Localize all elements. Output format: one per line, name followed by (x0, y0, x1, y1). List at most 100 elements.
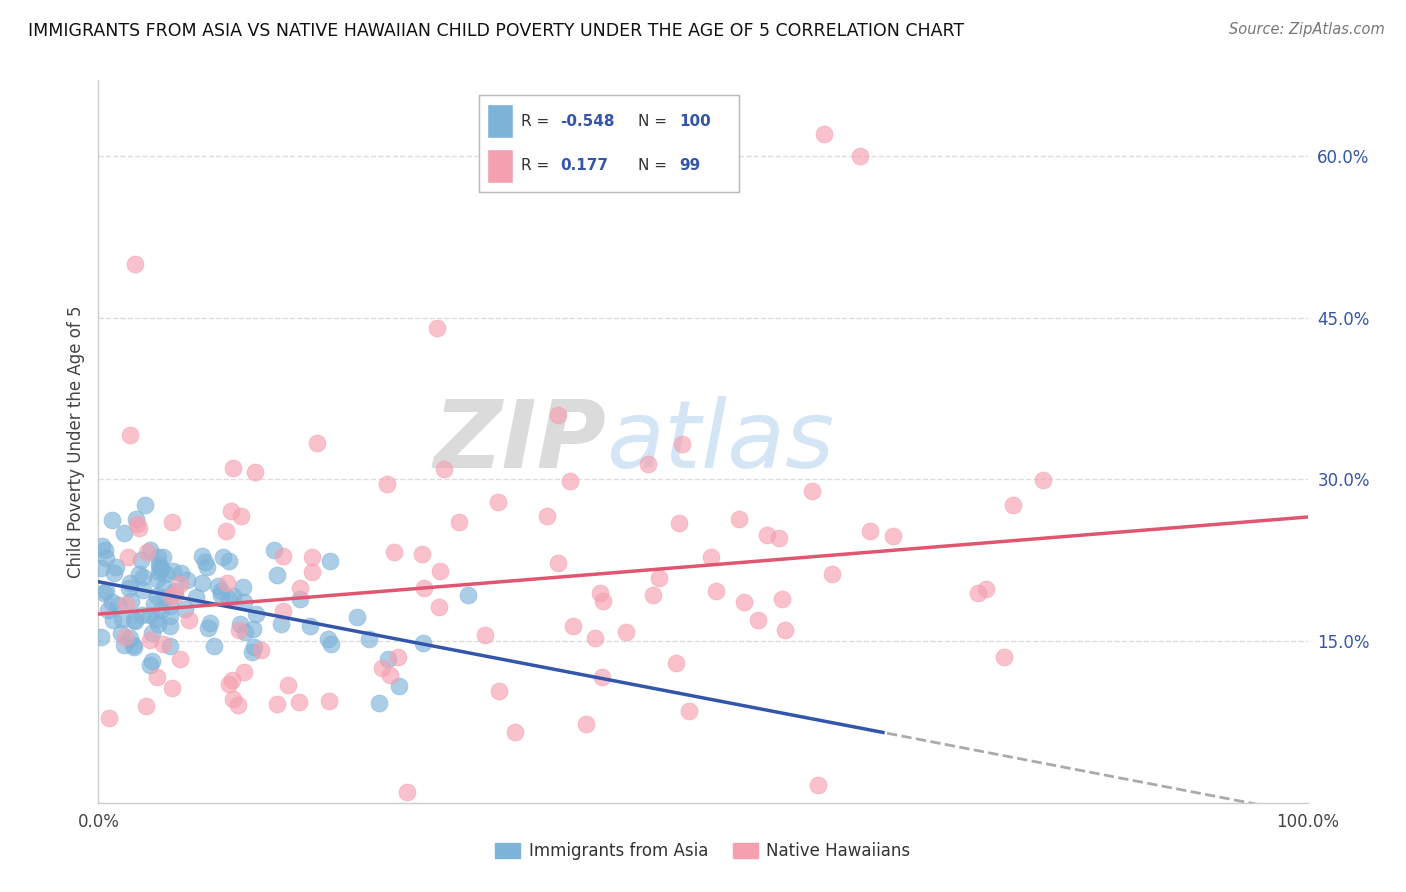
Point (118, 575, 141, 590)
Point (120, 594, 142, 608)
Point (266, 697, 288, 711)
Point (141, 625, 163, 640)
Point (112, 638, 135, 652)
Point (966, 586, 988, 600)
Point (319, 637, 342, 651)
Point (135, 698, 157, 713)
Point (704, 583, 727, 598)
Point (288, 582, 311, 596)
Point (288, 592, 311, 607)
Point (165, 589, 187, 603)
Point (90, 561, 112, 575)
Point (647, 571, 669, 585)
Point (177, 613, 200, 627)
Point (807, 778, 830, 792)
Point (104, 560, 127, 574)
Point (488, 684, 510, 698)
Point (575, 717, 598, 731)
Point (288, 695, 311, 709)
Point (589, 586, 612, 600)
Point (221, 589, 243, 603)
Text: ZIP: ZIP (433, 395, 606, 488)
Point (118, 631, 141, 645)
Point (194, 556, 217, 570)
Point (218, 677, 240, 691)
Point (671, 437, 693, 451)
Point (152, 637, 174, 651)
Point (733, 595, 755, 609)
Point (380, 668, 402, 682)
Point (94, 583, 117, 598)
Point (250, 642, 273, 657)
Point (159, 599, 181, 614)
Point (547, 556, 569, 570)
Point (107, 598, 129, 612)
Point (547, 408, 569, 422)
Point (159, 639, 181, 653)
Point (143, 597, 166, 611)
Point (277, 678, 299, 692)
Text: IMMIGRANTS FROM ASIA VS NATIVE HAWAIIAN CHILD POVERTY UNDER THE AGE OF 5 CORRELA: IMMIGRANTS FROM ASIA VS NATIVE HAWAIIAN … (28, 22, 965, 40)
Point (233, 595, 256, 609)
Point (270, 617, 292, 632)
Point (222, 691, 245, 706)
Point (94, 550, 117, 565)
Point (176, 574, 198, 588)
Point (145, 670, 167, 684)
Point (139, 607, 162, 622)
Point (162, 564, 184, 578)
Point (122, 638, 145, 652)
Point (474, 628, 496, 642)
Point (215, 524, 238, 538)
Point (160, 589, 183, 603)
Point (124, 257, 146, 271)
Point (368, 696, 391, 710)
Point (148, 558, 170, 572)
Point (229, 616, 252, 631)
Point (159, 608, 181, 623)
Point (174, 602, 197, 616)
Point (152, 580, 174, 594)
Point (388, 680, 411, 694)
Point (136, 544, 159, 558)
Point (974, 582, 997, 596)
Point (149, 561, 172, 575)
Point (614, 625, 637, 640)
Point (770, 591, 793, 606)
Point (562, 619, 585, 633)
Text: atlas: atlas (606, 396, 835, 487)
Point (90, 630, 112, 644)
Point (149, 560, 172, 574)
Point (129, 553, 152, 567)
Point (371, 660, 394, 674)
Point (747, 613, 769, 627)
Point (377, 652, 399, 666)
Point (298, 618, 321, 632)
Point (209, 583, 232, 598)
Point (346, 609, 368, 624)
Point (263, 542, 285, 557)
Point (120, 428, 142, 442)
Point (117, 549, 139, 564)
Point (486, 494, 509, 508)
Point (678, 704, 700, 718)
Point (111, 612, 134, 626)
Point (195, 559, 218, 574)
Point (395, 785, 418, 799)
Point (429, 564, 451, 578)
Point (243, 465, 266, 479)
Point (145, 572, 167, 586)
Point (160, 516, 183, 530)
Point (110, 625, 132, 640)
Point (232, 581, 254, 595)
Point (245, 607, 267, 621)
Point (1001, 498, 1024, 512)
Point (141, 654, 163, 668)
Point (122, 613, 145, 627)
Point (145, 589, 167, 603)
Point (266, 567, 288, 582)
Point (125, 516, 148, 531)
Point (768, 531, 790, 545)
Legend: Immigrants from Asia, Native Hawaiians: Immigrants from Asia, Native Hawaiians (489, 836, 917, 867)
Text: Source: ZipAtlas.com: Source: ZipAtlas.com (1229, 22, 1385, 37)
